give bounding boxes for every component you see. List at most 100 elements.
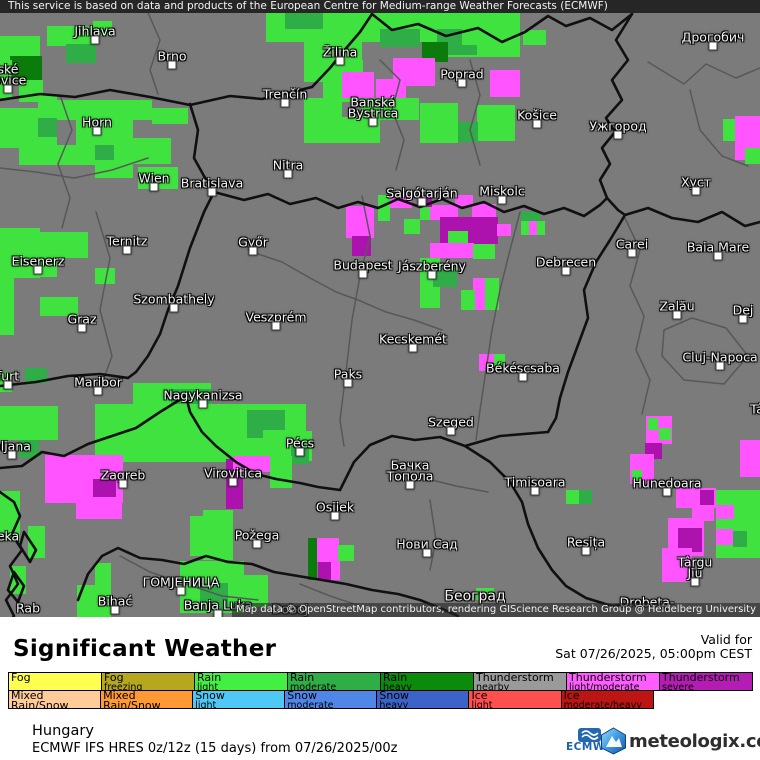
city-label: Бачка Топола xyxy=(386,457,434,484)
model-run-label: ECMWF IFS HRES 0z/12z (15 days) from 07/… xyxy=(32,741,398,756)
city-label: Debrecen xyxy=(535,254,597,270)
weather-cell xyxy=(632,470,642,482)
weather-cell xyxy=(692,505,714,521)
city-marker xyxy=(110,605,120,615)
weather-cell xyxy=(700,490,714,506)
city-label: Baia Mare xyxy=(686,239,750,255)
weather-cell xyxy=(659,428,671,440)
weather-cell xyxy=(10,56,42,80)
legend-cell-rain-heavy: Rain heavy xyxy=(380,672,474,691)
weather-cell xyxy=(338,545,354,561)
city-marker xyxy=(149,182,159,192)
city-label: Nagykanizsa xyxy=(163,387,243,403)
weather-cell xyxy=(745,148,760,164)
weather-cell xyxy=(422,42,448,62)
weather-map[interactable]: Jihlava Brno Žilina skéjovice Horn Wien Bratis… xyxy=(0,13,760,617)
city-marker xyxy=(176,586,186,596)
weather-cell xyxy=(579,490,592,504)
weather-cell xyxy=(66,44,96,63)
city-marker xyxy=(627,248,637,258)
city-marker xyxy=(613,130,623,140)
meteologix-logo[interactable]: meteologix.com xyxy=(600,727,760,755)
meteologix-brand-text: meteologix.com xyxy=(629,730,760,752)
weather-cell xyxy=(308,538,317,580)
weather-cell xyxy=(485,278,499,310)
weather-cell xyxy=(473,244,495,259)
city-marker xyxy=(497,195,507,205)
legend-cell-thunderstorm-nearby: Thunderstorm nearby xyxy=(473,672,567,691)
map-attribution-text: Map data © OpenStreetMap contributors, r… xyxy=(236,604,756,615)
city-label: Požega xyxy=(234,527,280,543)
city-label: Hunedoara xyxy=(632,475,702,491)
weather-cell xyxy=(93,21,112,36)
city-label: Osijek xyxy=(315,499,355,515)
weather-cell xyxy=(285,408,305,433)
weather-cell xyxy=(380,29,420,47)
city-marker xyxy=(207,187,217,197)
weather-cell xyxy=(263,430,291,458)
city-marker xyxy=(122,245,132,255)
legend-row-2: Mixed Rain/SnowlightMixed Rain/Snowmoder… xyxy=(8,690,753,709)
valid-time: Valid for Sat 07/26/2025, 05:00pm CEST xyxy=(555,633,752,661)
weather-cell xyxy=(95,563,111,587)
city-label: Graz xyxy=(67,311,97,327)
city-marker xyxy=(280,98,290,108)
ecmwf-badge-icon xyxy=(577,728,601,742)
ecmwf-logo-text: ECMWF xyxy=(566,741,613,753)
weather-cell xyxy=(233,456,273,472)
city-marker xyxy=(427,270,437,280)
city-marker xyxy=(408,343,418,353)
city-label: Jihlava xyxy=(74,23,116,39)
city-label: Poprad xyxy=(440,66,484,82)
weather-cell xyxy=(430,243,474,258)
weather-cell xyxy=(57,100,152,120)
weather-cell xyxy=(740,440,760,477)
city-label: Nitra xyxy=(272,157,304,173)
legend-cell-rain-moderate: Rain moderate xyxy=(287,672,381,691)
city-label: Virovitica xyxy=(203,465,263,481)
weather-cell xyxy=(28,526,45,558)
weather-cell xyxy=(228,575,268,607)
city-marker xyxy=(532,119,542,129)
weather-cell xyxy=(662,548,692,582)
city-marker xyxy=(169,303,179,313)
city-marker xyxy=(295,447,305,457)
weather-cell xyxy=(19,145,95,165)
weather-cell xyxy=(40,297,78,316)
ecmwf-logo[interactable]: ECMWF xyxy=(566,728,612,753)
city-marker xyxy=(33,265,43,275)
city-marker xyxy=(248,246,258,256)
city-marker xyxy=(330,511,340,521)
city-marker xyxy=(690,577,700,587)
weather-cell xyxy=(497,224,511,236)
weather-cell xyxy=(95,145,114,163)
weather-cell xyxy=(537,221,545,235)
weather-cell xyxy=(477,105,515,141)
weather-cell xyxy=(285,13,323,29)
city-marker xyxy=(7,450,17,460)
valid-datetime: Sat 07/26/2025, 05:00pm CEST xyxy=(555,646,752,661)
city-marker xyxy=(93,386,103,396)
city-label: Banská Bystrica xyxy=(347,94,399,121)
city-marker xyxy=(167,60,177,70)
city-label: Brno xyxy=(157,48,187,64)
city-marker xyxy=(691,186,701,196)
city-marker xyxy=(422,548,432,558)
city-label: Eisenerz xyxy=(11,253,65,269)
legend-cell-ice-light: Ice light xyxy=(468,690,562,709)
city-marker xyxy=(77,323,87,333)
city-marker xyxy=(92,126,102,136)
weather-cell xyxy=(38,95,57,112)
service-notice-bar: This service is based on data and produc… xyxy=(0,0,760,13)
page-title: Significant Weather xyxy=(13,636,277,662)
weather-cell xyxy=(529,221,537,235)
weather-cell xyxy=(317,538,339,562)
legend: Fog Fog freezing Rain light Rain moderate Rain h… xyxy=(8,672,753,709)
weather-cell xyxy=(138,167,178,189)
legend-cell-snow-moderate: Snow moderate xyxy=(284,690,378,709)
city-marker xyxy=(581,546,591,556)
weather-cell xyxy=(95,268,115,284)
city-marker xyxy=(198,399,208,409)
legend-row-1: Fog Fog freezing Rain light Rain moderate Rain h… xyxy=(8,672,753,691)
